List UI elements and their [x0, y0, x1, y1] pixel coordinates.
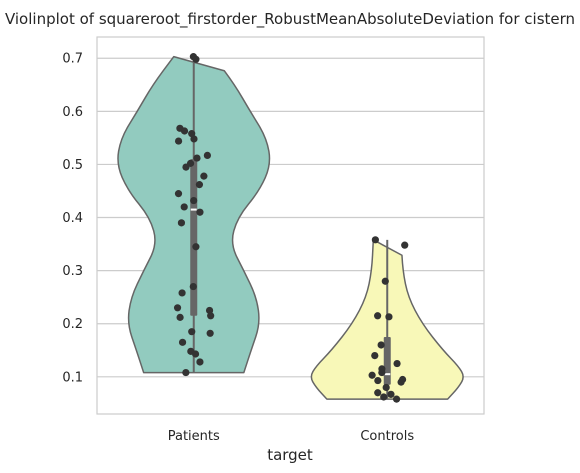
- y-tick-label: 0.1: [62, 370, 83, 385]
- data-point: [374, 376, 382, 385]
- data-point: [377, 341, 385, 349]
- data-point: [368, 371, 376, 379]
- y-tick-label: 0.6: [62, 105, 83, 120]
- data-point: [191, 350, 200, 358]
- data-point: [393, 359, 401, 368]
- data-point: [196, 358, 204, 366]
- data-point: [206, 329, 214, 337]
- data-point: [182, 163, 190, 171]
- data-point: [374, 312, 382, 320]
- data-point: [207, 312, 215, 320]
- y-tick-label: 0.2: [62, 317, 83, 332]
- data-point: [190, 135, 198, 143]
- data-point: [382, 383, 390, 392]
- data-point: [374, 389, 382, 397]
- data-point: [176, 313, 184, 321]
- data-point: [180, 203, 188, 211]
- x-tick-label: Patients: [168, 429, 220, 444]
- chart-title: Violinplot of squareroot_firstorder_Robu…: [5, 10, 575, 29]
- y-tick-label: 0.7: [62, 52, 83, 67]
- data-point: [189, 282, 197, 291]
- data-point: [182, 368, 190, 377]
- data-point: [193, 154, 201, 162]
- x-axis-label: target: [267, 446, 313, 464]
- plot-frame: [96, 36, 485, 415]
- data-point: [192, 55, 200, 63]
- data-point: [200, 172, 208, 180]
- y-tick-label: 0.4: [62, 211, 83, 226]
- data-point: [378, 368, 386, 377]
- data-point: [178, 289, 186, 297]
- data-point: [381, 277, 389, 285]
- data-point: [177, 219, 186, 227]
- axis-layer: 0.1 0.2 0.3 0.4 0.5 0.6 0.7 Patients Controls: [62, 52, 414, 444]
- data-point: [180, 127, 189, 135]
- data-point: [380, 393, 388, 401]
- data-point: [195, 181, 204, 189]
- data-point: [385, 313, 393, 321]
- x-tick-label: Controls: [360, 429, 414, 444]
- violin-box: [190, 159, 198, 316]
- data-point: [392, 395, 401, 403]
- data-point: [401, 241, 409, 249]
- data-point: [371, 236, 379, 244]
- data-point: [173, 304, 182, 312]
- data-point: [174, 137, 183, 145]
- data-point: [178, 338, 187, 346]
- data-point: [196, 208, 204, 216]
- y-tick-label: 0.5: [62, 158, 83, 173]
- data-point: [397, 378, 405, 386]
- data-point: [371, 351, 379, 360]
- y-tick-label: 0.3: [62, 264, 83, 279]
- data-point: [192, 243, 200, 251]
- data-point: [174, 190, 183, 198]
- plot-layer: [117, 53, 464, 403]
- data-point: [387, 390, 395, 398]
- data-point: [203, 151, 211, 160]
- data-point: [188, 328, 196, 336]
- data-point: [190, 196, 198, 205]
- violin-box: [383, 337, 391, 385]
